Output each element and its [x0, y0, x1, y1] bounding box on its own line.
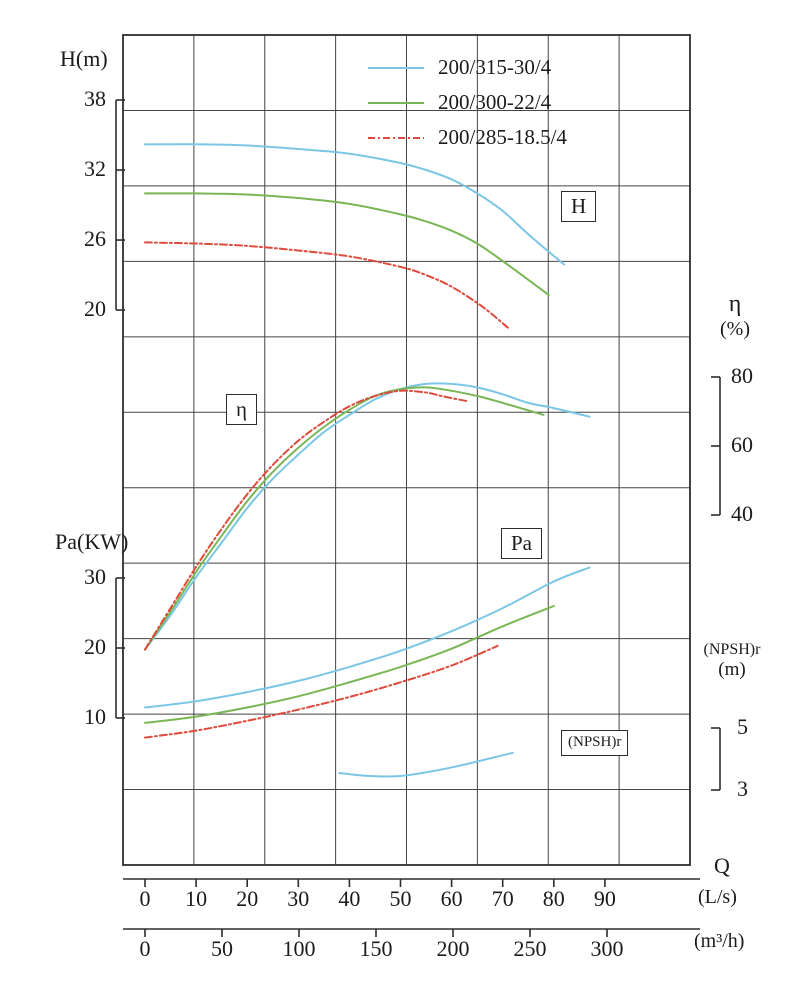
h-tick-label: 38	[84, 86, 106, 111]
pa-tick-label: 10	[84, 704, 106, 729]
curve-pa-200/285-18.5/4	[144, 644, 499, 739]
curve-eta-200/285-18.5/4	[144, 389, 468, 651]
q-m3h-tick-label: 300	[590, 936, 624, 961]
curve-npshr-200/315-30/4	[338, 751, 514, 778]
q-m3h-tick-label: 250	[513, 936, 547, 961]
npsh-tick-label: 5	[737, 714, 748, 739]
npsh-axis-title-block: (NPSH)r (m)	[688, 641, 776, 681]
eta-axis-unit: (%)	[720, 318, 750, 340]
eta-axis-title-block: η (%)	[703, 291, 767, 341]
h-tick-label: 32	[84, 156, 106, 182]
h-curve-label-box: H	[561, 191, 597, 223]
q-ls-tick-label: 70	[491, 886, 514, 911]
pa-curve-label-box: Pa	[501, 528, 542, 560]
q-ls-tick-label: 50	[389, 886, 412, 911]
legend-item: 200/285-18.5/4	[366, 120, 567, 155]
q-ls-tick-label: 30	[287, 886, 310, 911]
legend-line-sample	[368, 101, 424, 104]
q-ls-tick-label: 10	[185, 886, 208, 911]
eta-curve-label-box: η	[226, 394, 257, 426]
legend-line-sample	[368, 136, 424, 139]
pa-axis-title: Pa(KW)	[55, 529, 129, 554]
eta-tick-label: 80	[731, 363, 753, 388]
q-ls-tick-label: 80	[542, 886, 565, 911]
q-m3h-tick-label: 200	[436, 936, 470, 961]
q-ls-tick-label: 90	[593, 886, 616, 911]
eta-tick-label: 60	[731, 432, 753, 457]
curve-eta-200/315-30/4	[144, 382, 591, 651]
curve-eta-200/300-22/4	[144, 386, 545, 651]
q-m3h-tick-label: 150	[359, 936, 393, 961]
curve-pa-200/315-30/4	[144, 566, 591, 709]
curve-h-200/300-22/4	[144, 192, 550, 296]
q-ls-tick-label: 60	[440, 886, 463, 911]
legend-item: 200/300-22/4	[366, 85, 567, 120]
q-ls-unit: (L/s)	[698, 886, 737, 908]
npsh-axis-title: (NPSH)r	[703, 641, 761, 658]
pa-tick-label: 20	[84, 634, 106, 659]
q-m3h-unit: (m³/h)	[694, 930, 745, 952]
legend-item-label: 200/315-30/4	[438, 55, 552, 79]
h-tick-label: 26	[84, 226, 106, 252]
q-ls-tick-label: 40	[338, 886, 361, 911]
q-m3h-tick-label: 0	[139, 936, 151, 961]
legend-item-label: 200/285-18.5/4	[438, 125, 567, 149]
q-m3h-tick-label: 50	[211, 936, 233, 961]
npsh-tick-label: 3	[737, 776, 748, 801]
curve-pa-200/300-22/4	[144, 605, 555, 724]
legend-line-sample	[368, 66, 424, 69]
q-ls-tick-label: 20	[236, 886, 259, 911]
eta-axis-title: η	[728, 291, 742, 317]
plot-frame	[122, 34, 691, 866]
q-axis-title: Q	[714, 853, 730, 878]
legend: 200/315-30/4 200/300-22/4 200/285-18.5/4	[366, 50, 567, 155]
curve-h-200/285-18.5/4	[144, 241, 509, 329]
h-axis-title: H(m)	[60, 46, 108, 71]
legend-item-label: 200/300-22/4	[438, 90, 552, 114]
q-ls-tick-label: 0	[139, 886, 151, 911]
pa-tick-label: 30	[84, 564, 106, 589]
eta-tick-label: 40	[731, 501, 753, 526]
h-tick-label: 20	[84, 296, 106, 322]
npsh-curve-label-box: (NPSH)r	[561, 730, 629, 756]
curve-h-200/315-30/4	[144, 143, 565, 266]
legend-item: 200/315-30/4	[366, 50, 567, 85]
q-m3h-tick-label: 100	[282, 936, 316, 961]
npsh-axis-unit: (m)	[718, 659, 746, 680]
